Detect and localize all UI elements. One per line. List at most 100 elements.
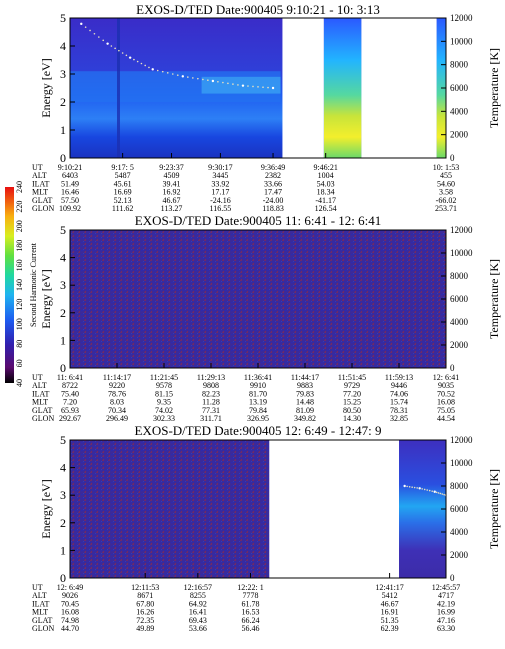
orbit-value: 17.17 [211, 188, 229, 197]
orbit-value: 74.02 [155, 406, 173, 415]
orbit-value: 13.19 [249, 398, 267, 407]
temperature-point [187, 76, 189, 78]
orbit-value: 78.76 [108, 389, 126, 398]
colorbar-tick-label: 100 [15, 318, 24, 330]
orbit-value: 81.15 [155, 389, 173, 398]
colorbar-label: Second Harmonic Current [29, 242, 38, 327]
orbit-value: 46.67 [381, 599, 399, 608]
orbit-row-label: UT [32, 373, 43, 382]
active-region [399, 440, 446, 578]
temperature-point [232, 83, 234, 85]
temperature-point [93, 32, 96, 35]
orbit-value: 9.35 [157, 398, 171, 407]
orbit-value: 78.31 [390, 406, 408, 415]
orbit-value: 42.19 [437, 599, 455, 608]
temperature-point [406, 485, 408, 488]
orbit-value: 6403 [62, 171, 78, 180]
temperature-point [241, 84, 245, 87]
orbit-value: 16.99 [437, 608, 455, 617]
orbit-value: 1004 [318, 171, 334, 180]
orbit-value: 11: 6:41 [57, 373, 83, 382]
orbit-value: 49.89 [136, 624, 154, 633]
temperature-point [84, 26, 87, 28]
orbit-value: 16.91 [381, 608, 399, 617]
panel-title: EXOS-D/TED Date:900405 9:10:21 - 10: 3:1… [136, 2, 380, 17]
y-right-tick-label: 12000 [450, 225, 473, 235]
orbit-value: 75.05 [437, 406, 455, 415]
temperature-point [222, 81, 224, 84]
orbit-value: 12:11:53 [131, 583, 159, 592]
orbit-value: 12:22: 1 [237, 583, 263, 592]
orbit-value: 8.03 [110, 398, 124, 407]
orbit-value: 3445 [212, 171, 228, 180]
temperature-point [80, 22, 83, 26]
orbit-row-label: ILAT [32, 179, 49, 188]
orbit-row-label: GLAT [32, 406, 53, 415]
y-tick-label: 1 [60, 333, 66, 347]
temperature-point [247, 85, 249, 87]
orbit-value: 61.78 [241, 599, 259, 608]
orbit-row-label: ILAT [32, 599, 49, 608]
orbit-value: 64.92 [189, 599, 207, 608]
orbit-value: 54.60 [437, 179, 455, 188]
temperature-point [202, 78, 204, 81]
orbit-value: 8671 [137, 591, 153, 600]
temperature-point [421, 488, 423, 490]
temperature-point [426, 489, 429, 491]
y-right-axis-label: Temperature [K] [487, 259, 501, 339]
orbit-row-label: GLAT [32, 616, 53, 625]
temperature-point [161, 70, 164, 73]
orbit-value: 70.34 [108, 406, 126, 415]
temperature-point [144, 64, 146, 67]
y-tick-label: 3 [60, 488, 66, 502]
data-gap [282, 18, 324, 158]
y-right-tick-label: 12000 [450, 13, 473, 23]
orbit-value: 79.84 [249, 406, 267, 415]
orbit-value: 9446 [391, 381, 407, 390]
orbit-row-label: MLT [32, 608, 48, 617]
orbit-value: 16.26 [136, 608, 154, 617]
temperature-point [156, 69, 159, 72]
temperature-point [403, 484, 406, 488]
orbit-value: 118.83 [262, 204, 284, 213]
temperature-point [413, 486, 416, 489]
orbit-value: 16.69 [114, 188, 132, 197]
orbit-value: 4509 [164, 171, 180, 180]
y-tick-label: 5 [60, 433, 66, 447]
orbit-value: 57.50 [61, 196, 79, 205]
orbit-value: 16.41 [189, 608, 207, 617]
y-right-tick-label: 8000 [450, 271, 469, 281]
orbit-value: 12:41:17 [375, 583, 403, 592]
orbit-value: 11:29:13 [197, 373, 225, 382]
colorbar-tick-label: 220 [15, 201, 24, 213]
energy-band [201, 76, 281, 94]
orbit-value: 109.92 [59, 204, 81, 213]
orbit-value: 16.53 [241, 608, 259, 617]
orbit-value: 33.92 [211, 179, 229, 188]
y-right-tick-label: 6000 [450, 294, 469, 304]
temperature-point [237, 84, 239, 86]
orbit-value: 82.23 [202, 389, 220, 398]
temperature-point [102, 39, 105, 42]
temperature-point [207, 79, 209, 82]
y-axis-label: Energy [eV] [39, 58, 53, 117]
orbit-value: 9:36:49 [261, 163, 285, 172]
y-right-tick-label: 0 [450, 573, 455, 583]
temperature-point [418, 487, 421, 490]
y-tick-label: 0 [60, 151, 66, 165]
y-right-tick-label: 0 [450, 363, 455, 373]
y-right-tick-label: 4000 [450, 527, 469, 537]
temperature-point [176, 74, 179, 76]
vertical-streak [117, 18, 120, 158]
orbit-value: 53.66 [189, 624, 207, 633]
orbit-value: 12: 6:41 [433, 373, 459, 382]
panel-1: EXOS-D/TED Date:900405 9:10:21 - 10: 3:1… [32, 2, 501, 213]
y-tick-label: 3 [60, 278, 66, 292]
orbit-row-label: ALT [32, 171, 47, 180]
temperature-point [423, 488, 426, 491]
temperature-point [133, 58, 135, 61]
y-right-tick-label: 10000 [450, 36, 473, 46]
orbit-value: 51.35 [381, 616, 399, 625]
orbit-value: 44.70 [61, 624, 79, 633]
